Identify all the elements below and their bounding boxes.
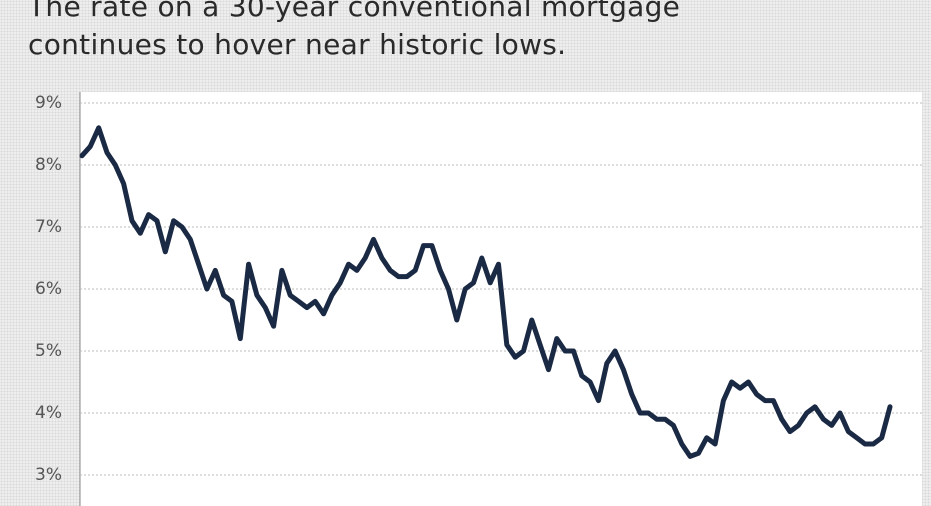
- y-tick-label: 9%: [35, 93, 62, 113]
- chart-title: The rate on a 30-year conventional mortg…: [28, 0, 681, 61]
- y-tick-label: 8%: [35, 155, 62, 175]
- y-tick-label: 7%: [35, 217, 62, 237]
- y-tick-label: 4%: [35, 403, 62, 423]
- data-line: [79, 125, 893, 459]
- y-tick-label: 3%: [35, 465, 62, 485]
- y-tick-label: 6%: [35, 279, 62, 299]
- y-tick-label: 5%: [35, 341, 62, 361]
